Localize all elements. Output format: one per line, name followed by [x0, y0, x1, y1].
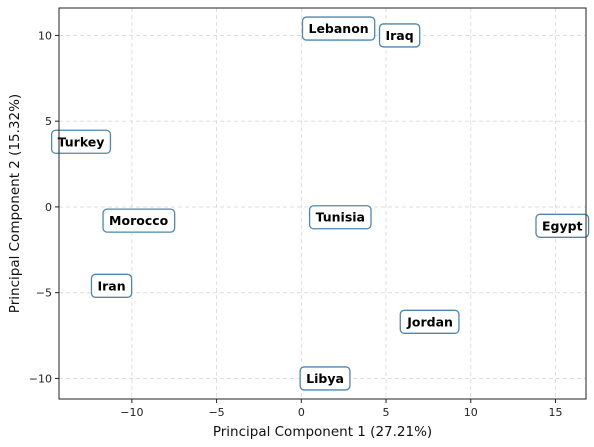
y-tick-label: −10: [29, 372, 52, 385]
point-label-text: Jordan: [406, 314, 453, 329]
point-label-box: [535, 213, 590, 238]
y-axis-title: Principal Component 2 (15.32%): [7, 94, 23, 313]
point-label: Lebanon: [301, 16, 376, 41]
x-tick-label: 10: [464, 406, 478, 419]
point-label-box: [299, 366, 351, 391]
grid: [59, 8, 586, 399]
x-tick-label: −10: [120, 406, 143, 419]
x-tick-label: −5: [208, 406, 224, 419]
point-label-text: Iran: [97, 278, 125, 293]
y-tick-label: 10: [38, 29, 52, 42]
point-label: Iran: [90, 273, 133, 298]
point-label-text: Turkey: [58, 134, 105, 149]
point-label-text: Libya: [306, 371, 344, 386]
points: [76, 24, 567, 383]
point-label-text: Morocco: [109, 213, 169, 228]
y-tick-label: 5: [45, 115, 52, 128]
point-label-box: [378, 23, 421, 48]
point-label: Morocco: [102, 208, 176, 233]
x-axis: −10 −5 0 5 10 15: [120, 399, 562, 419]
point-label-box: [308, 205, 372, 230]
point-label: Egypt: [535, 213, 590, 238]
point-label-text: Tunisia: [316, 210, 365, 225]
y-tick-label: −5: [36, 287, 52, 300]
y-axis: −10 −5 0 5 10: [29, 29, 59, 385]
point-label-box: [50, 129, 112, 154]
point-label: Turkey: [50, 129, 112, 154]
plot-frame: [58, 7, 587, 400]
x-tick-label: 0: [298, 406, 305, 419]
x-tick-label: 5: [383, 406, 390, 419]
y-tick-label: 0: [45, 201, 52, 214]
point-label-box: [90, 273, 133, 298]
point-label: Tunisia: [308, 205, 372, 230]
point-label: Libya: [299, 366, 351, 391]
point-label-text: Lebanon: [308, 21, 368, 36]
x-tick-label: 15: [548, 406, 562, 419]
point-label-text: Iraq: [385, 28, 413, 43]
point-label-box: [399, 309, 460, 334]
point-label-box: [102, 208, 176, 233]
point-labels: Lebanon Iraq Turkey Morocco Tunisia Egypt Iran…: [50, 16, 590, 391]
point-label-text: Egypt: [542, 218, 583, 233]
x-axis-title: Principal Component 1 (27.21%): [213, 424, 432, 440]
point-label: Iraq: [378, 23, 421, 48]
point-label: Jordan: [399, 309, 460, 334]
point-label-box: [301, 16, 376, 41]
